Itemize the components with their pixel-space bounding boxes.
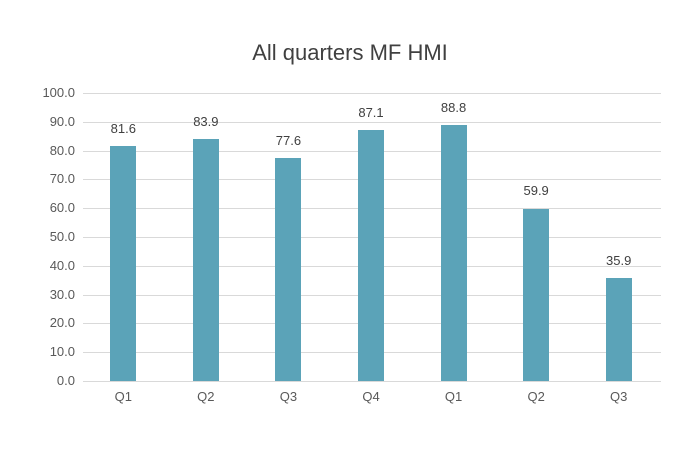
- data-label: 88.8: [440, 100, 467, 116]
- data-label: 87.1: [358, 105, 384, 121]
- data-label: 35.9: [606, 252, 632, 268]
- gridline: [83, 381, 661, 382]
- bar: [605, 277, 632, 381]
- data-label: 83.9: [193, 114, 219, 130]
- y-tick-label: 0.0: [56, 373, 75, 388]
- y-tick-label: 10.0: [49, 344, 75, 360]
- x-tick-label: Q4: [362, 389, 380, 404]
- x-tick-label: Q2: [527, 389, 545, 404]
- gridline: [83, 93, 661, 94]
- x-tick-label: Q1: [444, 389, 463, 404]
- y-tick-label: 40.0: [49, 257, 75, 273]
- y-tick-label: 70.0: [49, 171, 75, 187]
- data-label: 77.6: [275, 132, 302, 148]
- plot-area: 0.0 10.0 20.0 30.0 40.0 50.0 60.0 70.0 80.0 90.0 1…: [42, 85, 661, 404]
- chart-title: All quarters MF HMI: [252, 40, 448, 65]
- y-tick-label: 90.0: [49, 113, 75, 129]
- y-tick-label: 30.0: [49, 286, 75, 302]
- bar: [358, 130, 384, 381]
- y-tick-label: 60.0: [49, 200, 75, 216]
- y-tick-label: 50.0: [49, 229, 75, 244]
- y-tick-label: 20.0: [49, 315, 75, 331]
- bar: [275, 157, 302, 381]
- x-tick-label: Q1: [114, 389, 132, 404]
- x-tick-label: Q2: [197, 389, 215, 404]
- y-tick-label: 80.0: [49, 142, 75, 158]
- gridline: [83, 121, 661, 123]
- data-label: 59.9: [523, 183, 549, 199]
- x-tick-label: Q3: [279, 389, 298, 404]
- bar: [440, 125, 467, 381]
- bar: [110, 146, 137, 381]
- x-tick-label: Q3: [610, 389, 628, 404]
- y-tick-label: 100.0: [42, 85, 75, 100]
- bar: [523, 208, 550, 381]
- bar: [192, 139, 219, 381]
- data-label: 81.6: [110, 120, 136, 136]
